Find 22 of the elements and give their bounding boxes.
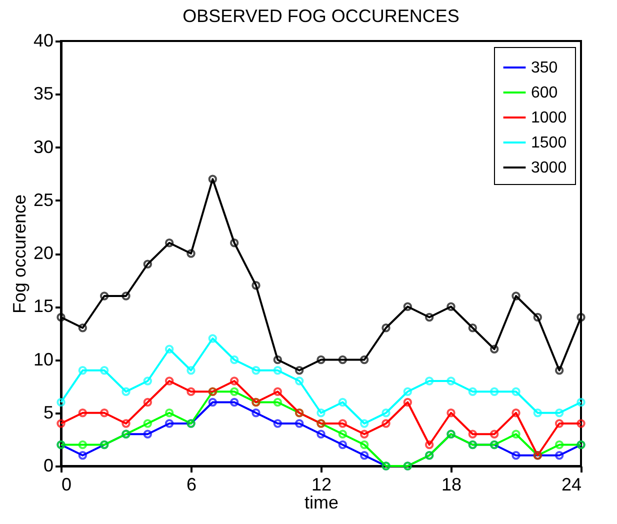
y-tick-label: 30 <box>33 136 54 157</box>
legend-label: 350 <box>531 60 558 76</box>
y-axis-title: Fog occurence <box>9 194 30 314</box>
y-tick-label: 40 <box>33 30 54 50</box>
x-axis-title: time <box>304 492 339 512</box>
y-tick-label: 0 <box>43 456 54 476</box>
legend-label: 600 <box>531 84 558 102</box>
y-tick-label: 20 <box>33 243 54 263</box>
y-tick-label: 15 <box>33 296 54 316</box>
y-tick-label: 10 <box>33 349 54 370</box>
x-tick-label: 24 <box>561 474 582 494</box>
legend-label: 1500 <box>531 134 567 152</box>
x-tick-label: 0 <box>62 474 72 494</box>
x-tick-label: 12 <box>311 474 332 494</box>
y-tick-label: 35 <box>33 84 54 104</box>
legend-label: 1000 <box>531 110 567 126</box>
x-tick-label: 6 <box>186 474 197 494</box>
y-tick-label: 5 <box>43 402 54 422</box>
chart-title: OBSERVED FOG OCCURENCES <box>182 6 460 26</box>
legend-label: 3000 <box>531 160 567 176</box>
y-tick-label: 25 <box>33 190 54 210</box>
x-tick-label: 18 <box>441 474 462 494</box>
